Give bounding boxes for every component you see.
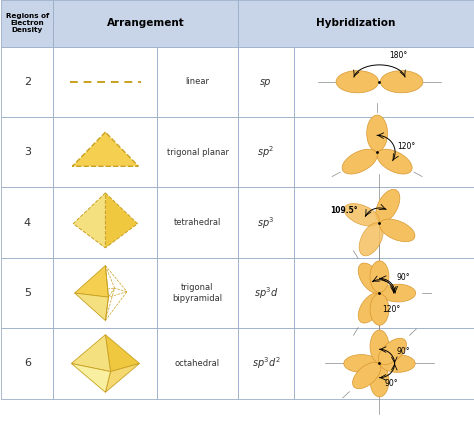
Ellipse shape (370, 294, 389, 325)
Bar (294, 47, 474, 117)
Bar (1, 117, 54, 187)
Polygon shape (73, 132, 138, 166)
Text: 4: 4 (24, 218, 31, 228)
Text: $sp^2$: $sp^2$ (257, 144, 275, 160)
Text: sp: sp (260, 77, 272, 87)
Bar (54, 258, 157, 328)
Ellipse shape (377, 149, 412, 174)
Polygon shape (73, 193, 105, 248)
Text: 2: 2 (24, 77, 31, 87)
Text: octahedral: octahedral (175, 359, 220, 368)
Text: Arrangement: Arrangement (107, 18, 184, 28)
Bar (157, 258, 237, 328)
Text: 180°: 180° (389, 51, 407, 61)
Bar (294, 328, 474, 399)
Bar (157, 187, 237, 258)
Bar (157, 328, 237, 399)
Bar (157, 117, 237, 187)
Ellipse shape (370, 364, 389, 397)
Text: 120°: 120° (397, 142, 415, 152)
Bar (1, 187, 54, 258)
Polygon shape (75, 293, 109, 321)
Bar (237, 187, 294, 258)
Text: linear: linear (185, 77, 210, 86)
Bar (237, 258, 294, 328)
Bar (54, 47, 157, 117)
Bar (54, 117, 157, 187)
Bar (1, 0, 54, 47)
Ellipse shape (380, 219, 415, 242)
Ellipse shape (344, 203, 379, 226)
Text: Hybridization: Hybridization (316, 18, 395, 28)
Text: 90°: 90° (384, 379, 398, 388)
Text: $sp^3$: $sp^3$ (257, 215, 275, 230)
Ellipse shape (380, 71, 423, 93)
Polygon shape (105, 364, 139, 392)
Bar (237, 0, 474, 47)
Text: $sp^3d^2$: $sp^3d^2$ (252, 356, 281, 371)
Bar (237, 117, 294, 187)
Bar (294, 117, 474, 187)
Text: trigonal
bipyramidal: trigonal bipyramidal (173, 284, 223, 303)
Bar (237, 328, 294, 399)
Ellipse shape (359, 223, 383, 256)
Text: 90°: 90° (396, 347, 410, 356)
Polygon shape (105, 193, 137, 248)
Ellipse shape (380, 355, 415, 373)
Ellipse shape (378, 338, 406, 365)
Polygon shape (72, 364, 110, 392)
Bar (1, 328, 54, 399)
Text: 5: 5 (24, 288, 31, 298)
Ellipse shape (376, 189, 400, 222)
Ellipse shape (342, 149, 377, 174)
Bar (54, 328, 157, 399)
Ellipse shape (380, 284, 416, 302)
Text: 109.5°: 109.5° (330, 206, 357, 215)
Ellipse shape (358, 263, 383, 293)
Text: $sp^3d$: $sp^3d$ (254, 285, 278, 301)
Bar (1, 258, 54, 328)
Ellipse shape (344, 355, 379, 373)
Bar (294, 258, 474, 328)
Bar (54, 187, 157, 258)
Bar (54, 0, 237, 47)
Ellipse shape (358, 293, 383, 323)
Ellipse shape (336, 71, 379, 93)
Bar (157, 47, 237, 117)
Text: 90°: 90° (396, 273, 410, 282)
Text: tetrahedral: tetrahedral (174, 218, 221, 227)
Bar (1, 47, 54, 117)
Polygon shape (105, 335, 139, 372)
Ellipse shape (367, 115, 388, 152)
Bar (237, 47, 294, 117)
Text: 120°: 120° (382, 305, 400, 314)
Text: trigonal planar: trigonal planar (166, 148, 228, 157)
Text: 3: 3 (24, 147, 31, 157)
Text: Regions of
Electron
Density: Regions of Electron Density (6, 13, 49, 33)
Polygon shape (72, 335, 110, 372)
Ellipse shape (370, 261, 389, 292)
Bar (294, 187, 474, 258)
Text: 6: 6 (24, 358, 31, 369)
Polygon shape (75, 266, 109, 297)
Ellipse shape (370, 330, 389, 363)
Ellipse shape (353, 362, 381, 389)
